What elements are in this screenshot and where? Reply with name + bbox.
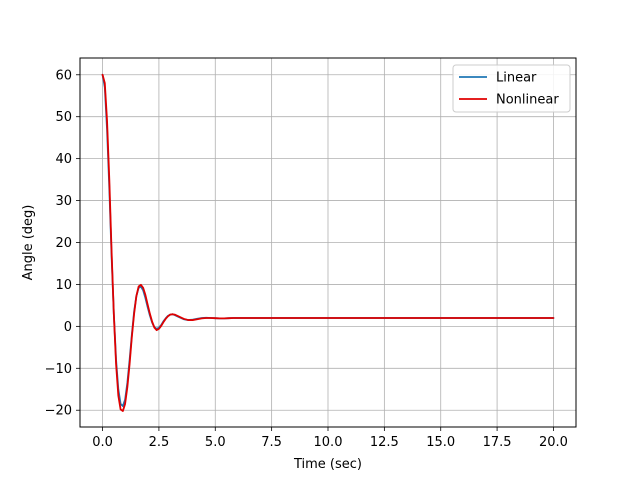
y-tick-label: 0	[64, 320, 72, 335]
x-tick-label: 0.0	[92, 435, 113, 450]
x-axis-label: Time (sec)	[293, 457, 362, 472]
legend: Linear Nonlinear	[452, 64, 571, 113]
y-tick-label: 30	[55, 194, 72, 209]
x-tick-label: 12.5	[370, 435, 399, 450]
x-tick-label: 5.0	[205, 435, 226, 450]
y-axis-label: Angle (deg)	[21, 205, 36, 281]
x-tick-label: 20.0	[539, 435, 568, 450]
x-tick-label: 15.0	[426, 435, 455, 450]
legend-label-linear: Linear	[496, 71, 537, 86]
y-tick-label: 40	[55, 152, 72, 167]
x-tick-label: 7.5	[261, 435, 282, 450]
y-tick-label: −20	[45, 404, 72, 419]
ticks: 0.0 2.5 5.0 7.5 10.0 12.5 15.0 17.5 20.0 −20 −10 0 1…	[45, 68, 568, 450]
grid	[80, 58, 576, 427]
y-tick-label: 10	[55, 278, 72, 293]
x-tick-label: 17.5	[483, 435, 512, 450]
x-tick-label: 10.0	[314, 435, 343, 450]
x-tick-label: 2.5	[149, 435, 170, 450]
series-group	[101, 73, 555, 412]
series-line-nonlinear	[101, 73, 555, 412]
y-tick-label: 20	[55, 236, 72, 251]
y-tick-label: −10	[45, 362, 72, 377]
legend-label-nonlinear: Nonlinear	[496, 93, 559, 108]
y-tick-label: 50	[55, 110, 72, 125]
y-tick-label: 60	[55, 68, 72, 83]
